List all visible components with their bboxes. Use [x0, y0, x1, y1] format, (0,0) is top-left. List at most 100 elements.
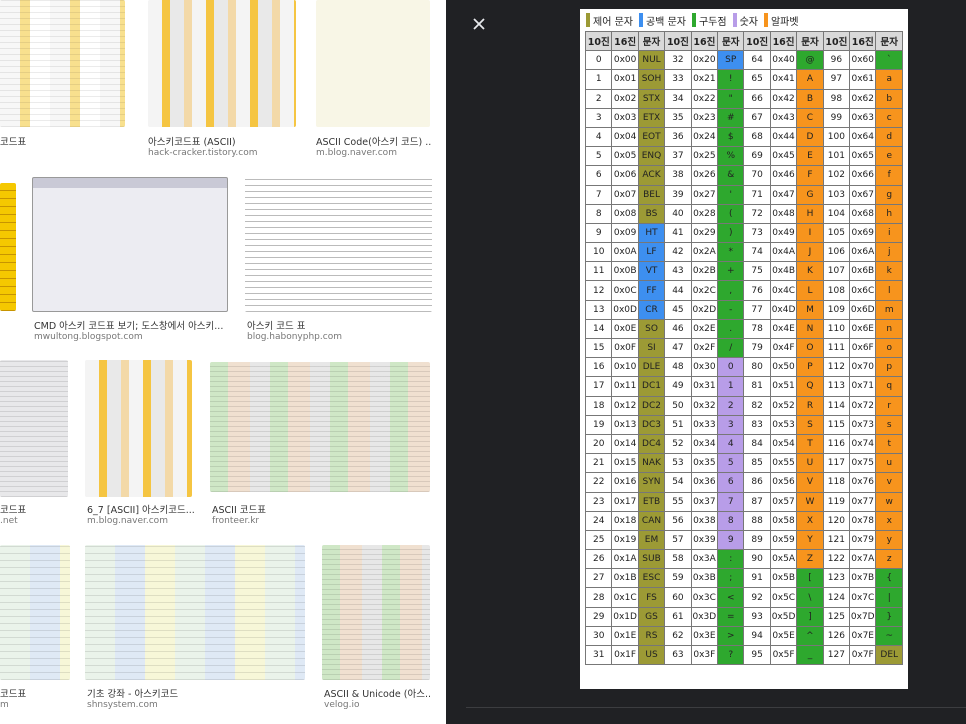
hex-cell: 0x2F	[690, 337, 719, 359]
char-cell: V	[796, 472, 824, 493]
caption[interactable]: ASCII Code(아스키 코드) ...	[316, 137, 432, 148]
source[interactable]: fronteer.kr	[212, 516, 260, 526]
caption[interactable]: 아스키 코드 표	[247, 321, 306, 332]
dec-cell: 49	[664, 376, 692, 397]
hex-cell: 0x7B	[849, 568, 877, 589]
char-cell: ETB	[637, 491, 666, 512]
thumbnail[interactable]	[0, 360, 68, 497]
char-cell: SO	[637, 318, 666, 340]
thumbnail[interactable]	[0, 545, 70, 680]
char-cell: W	[796, 491, 824, 512]
char-cell: m	[875, 299, 903, 320]
source[interactable]: m	[0, 700, 9, 710]
caption[interactable]: 아스키코드표 (ASCII)	[148, 137, 236, 148]
char-cell: 0	[717, 357, 745, 378]
close-button[interactable]	[472, 17, 486, 31]
hex-cell: 0x73	[849, 414, 877, 435]
table-row: 24 0x18 CAN 56 0x38 8 88 0x58 X 120 0x78 x	[584, 510, 903, 531]
thumbnail[interactable]	[210, 362, 430, 492]
dec-cell: 1	[584, 69, 613, 90]
char-cell: &	[717, 165, 745, 186]
caption[interactable]: 코드표	[0, 689, 27, 700]
dec-cell: 31	[584, 644, 613, 666]
caption[interactable]: 6_7 [ASCII] 아스키코드...	[87, 505, 195, 516]
char-cell: `	[875, 50, 903, 71]
dec-cell: 96	[822, 50, 851, 71]
dec-cell: 76	[743, 280, 771, 301]
caption[interactable]: ASCII & Unicode (아스...	[324, 689, 432, 700]
hex-cell: 0x22	[690, 88, 719, 109]
dec-cell: 126	[822, 625, 851, 647]
hex-cell: 0x32	[690, 395, 719, 416]
thumbnail[interactable]	[0, 183, 16, 311]
hex-cell: 0x62	[849, 88, 877, 109]
dec-cell: 19	[584, 414, 613, 435]
dec-cell: 5	[584, 146, 613, 167]
dec-cell: 86	[743, 472, 771, 493]
hex-cell: 0x30	[690, 357, 719, 378]
dec-cell: 68	[743, 126, 771, 148]
thumbnail[interactable]	[32, 177, 228, 312]
source[interactable]: hack-cracker.tistory.com	[148, 148, 258, 158]
char-cell: NUL	[637, 50, 666, 71]
header-cell: 문자	[796, 30, 824, 52]
hex-cell: 0x2A	[690, 242, 719, 263]
dec-cell: 101	[822, 146, 851, 167]
caption[interactable]: ASCII 코드표	[212, 505, 267, 516]
dec-cell: 82	[743, 395, 771, 416]
dec-cell: 64	[743, 50, 771, 71]
dec-cell: 127	[822, 644, 851, 666]
thumbnail[interactable]	[316, 0, 430, 127]
char-cell: [	[796, 568, 824, 589]
dec-cell: 43	[664, 261, 692, 282]
hex-cell: 0x48	[769, 203, 798, 224]
char-cell: VT	[637, 261, 666, 282]
char-cell: .	[717, 318, 745, 340]
caption[interactable]: 코드표	[0, 505, 27, 516]
table-row: 7 0x07 BEL 39 0x27 ' 71 0x47 G 103 0x67 g	[584, 184, 903, 205]
hex-cell: 0x26	[690, 165, 719, 186]
caption[interactable]: CMD 아스키 코드표 보기; 도스창에서 아스키...	[34, 321, 224, 332]
header-cell: 문자	[637, 30, 666, 52]
char-cell: f	[875, 165, 903, 186]
thumbnail[interactable]	[245, 177, 432, 312]
caption[interactable]: 코드표	[0, 137, 27, 148]
thumbnail[interactable]	[85, 360, 192, 497]
char-cell: l	[875, 280, 903, 301]
table-row: 10 0x0A LF 42 0x2A * 74 0x4A J 106 0x6A j	[584, 242, 903, 263]
source[interactable]: m.blog.naver.com	[87, 516, 168, 526]
hex-cell: 0x40	[769, 50, 798, 71]
thumbnail[interactable]	[322, 545, 430, 680]
table-row: 4 0x04 EOT 36 0x24 $68 0x44 D 100 0x64 d	[584, 126, 903, 148]
hex-cell: 0x50	[769, 357, 798, 378]
source[interactable]: velog.io	[324, 700, 360, 710]
source[interactable]: shnsystem.com	[87, 700, 158, 710]
thumbnail[interactable]	[0, 0, 125, 127]
source[interactable]: blog.habonyphp.com	[247, 332, 342, 342]
legend-swatch	[732, 13, 737, 27]
dec-cell: 28	[584, 587, 613, 608]
char-cell: I	[796, 222, 824, 244]
char-cell: SUB	[637, 549, 666, 570]
hex-cell: 0x15	[611, 453, 639, 474]
dec-cell: 57	[664, 529, 692, 551]
hex-cell: 0x41	[769, 69, 798, 90]
source[interactable]: mwultong.blogspot.com	[34, 332, 143, 342]
caption[interactable]: 기초 강좌 - 아스키코드	[87, 689, 179, 700]
source[interactable]: m.blog.naver.com	[316, 148, 397, 158]
dec-cell: 125	[822, 606, 851, 627]
hex-cell: 0x02	[611, 88, 639, 109]
dec-cell: 115	[822, 414, 851, 435]
thumbnail[interactable]	[85, 545, 305, 680]
dec-cell: 48	[664, 357, 692, 378]
table-row: 31 0x1F US 63 0x3F? 95 0x5F _ 127 0x7F DEL	[584, 644, 903, 666]
hex-cell: 0x29	[690, 222, 719, 244]
hex-cell: 0x45	[769, 146, 798, 167]
char-cell: <	[717, 587, 745, 608]
char-cell: DEL	[875, 644, 903, 666]
source[interactable]: .net	[0, 516, 18, 526]
char-cell: 8	[717, 510, 745, 531]
dec-cell: 94	[743, 625, 771, 647]
thumbnail[interactable]	[148, 0, 296, 127]
char-cell: $	[717, 126, 745, 148]
